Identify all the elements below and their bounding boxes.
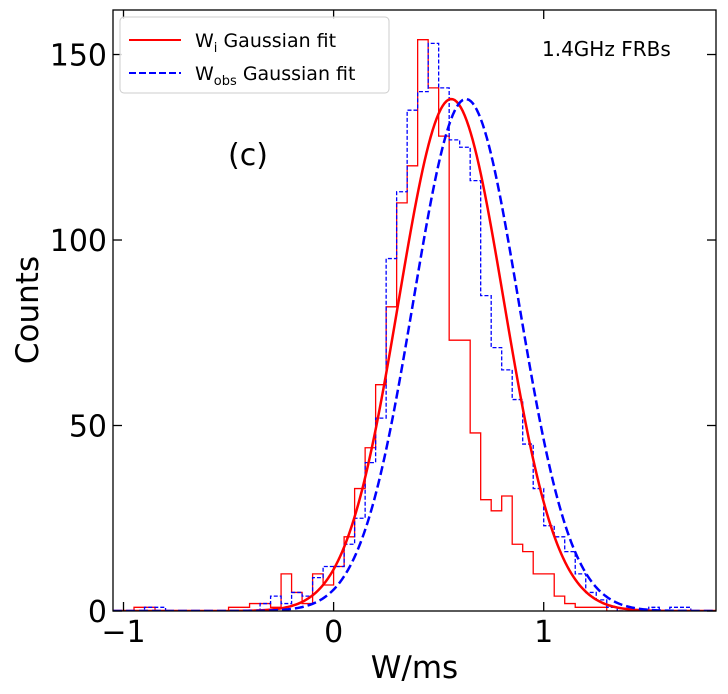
legend-wobs-sub: obs (214, 74, 237, 89)
legend-wobs-main: W (195, 63, 214, 85)
legend-entry-wi: Wi Gaussian fit (195, 30, 336, 56)
x-axis-label: W/ms (371, 650, 458, 686)
legend-wobs-rest: Gaussian fit (237, 63, 356, 85)
y-tick-label: 150 (50, 39, 107, 74)
x-tick-label: −1 (101, 615, 145, 650)
series-w-obs-gaussian-fit (113, 97, 716, 611)
legend-wi-rest: Gaussian fit (217, 30, 336, 52)
series-w-i-histogram (133, 39, 649, 611)
x-tick-label: 0 (324, 615, 343, 650)
plot-frame (112, 9, 717, 612)
legend-wi-main: W (195, 30, 214, 52)
legend-wi-sub: i (214, 41, 218, 56)
legend-entry-wobs: Wobs Gaussian fit (195, 63, 355, 89)
legend-box (119, 16, 390, 94)
y-tick-label: 0 (88, 595, 107, 630)
panel-label: (c) (228, 138, 268, 173)
y-axis-label: Counts (10, 256, 46, 364)
series-layer (113, 39, 716, 611)
legend: Wi Gaussian fit Wobs Gaussian fit (119, 16, 390, 94)
series-w-obs-histogram (134, 42, 692, 611)
y-tick-label: 50 (69, 410, 107, 445)
band-label: 1.4GHz FRBs (542, 37, 671, 61)
x-tick-label: 1 (534, 615, 553, 650)
series-w-i-gaussian-fit (113, 97, 716, 611)
y-tick-label: 100 (50, 224, 107, 259)
